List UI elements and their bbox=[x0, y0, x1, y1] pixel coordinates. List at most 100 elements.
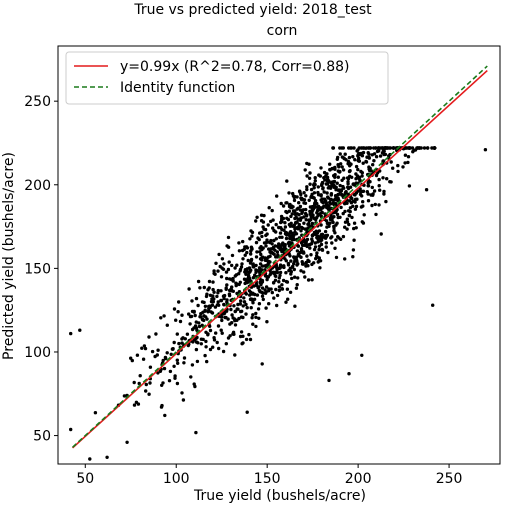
scatter-point bbox=[198, 286, 202, 290]
scatter-point bbox=[221, 267, 226, 271]
scatter-point bbox=[234, 281, 238, 285]
scatter-point bbox=[143, 346, 148, 351]
scatter-point bbox=[168, 369, 173, 374]
scatter-point bbox=[250, 230, 255, 235]
scatter-point bbox=[162, 314, 166, 318]
scatter-point bbox=[289, 221, 293, 225]
scatter-point bbox=[267, 302, 271, 306]
scatter-point bbox=[261, 246, 265, 250]
scatter-point bbox=[196, 303, 200, 308]
scatter-point bbox=[226, 267, 231, 272]
scatter-point bbox=[258, 257, 263, 261]
scatter-point bbox=[210, 297, 214, 301]
scatter-point bbox=[346, 209, 351, 213]
scatter-point bbox=[406, 160, 410, 165]
scatter-point bbox=[235, 263, 239, 267]
scatter-point bbox=[183, 337, 187, 341]
scatter-point bbox=[320, 238, 324, 242]
scatter-point bbox=[288, 254, 292, 258]
scatter-point bbox=[141, 357, 146, 361]
scatter-point bbox=[291, 191, 295, 196]
scatter-point bbox=[351, 248, 356, 252]
scatter-point bbox=[317, 229, 322, 233]
scatter-point bbox=[277, 225, 281, 230]
scatter-point bbox=[351, 182, 355, 186]
scatter-point bbox=[320, 232, 325, 236]
scatter-point bbox=[244, 337, 249, 342]
scatter-point bbox=[207, 304, 211, 309]
scatter-point bbox=[222, 303, 226, 307]
scatter-point bbox=[257, 316, 261, 320]
scatter-point bbox=[241, 334, 245, 338]
scatter-point bbox=[302, 238, 306, 242]
scatter-point bbox=[251, 322, 255, 326]
scatter-point bbox=[162, 366, 167, 371]
scatter-point bbox=[410, 146, 415, 150]
scatter-point bbox=[264, 264, 268, 268]
scatter-point bbox=[241, 341, 245, 345]
scatter-point bbox=[335, 181, 339, 185]
scatter-point bbox=[180, 313, 184, 317]
scatter-point bbox=[239, 299, 243, 303]
scatter-point bbox=[245, 410, 249, 414]
scatter-point bbox=[424, 188, 429, 192]
scatter-point bbox=[175, 381, 180, 386]
chart-title: True vs predicted yield: 2018_test bbox=[133, 2, 372, 18]
scatter-point bbox=[260, 294, 265, 298]
scatter-point bbox=[290, 265, 295, 269]
scatter-point bbox=[330, 216, 335, 220]
scatter-point bbox=[378, 188, 382, 192]
scatter-point bbox=[275, 303, 279, 308]
scatter-point bbox=[301, 197, 305, 202]
scatter-point bbox=[403, 161, 407, 165]
scatter-point bbox=[213, 272, 217, 276]
scatter-point bbox=[280, 227, 284, 232]
scatter-point bbox=[208, 328, 213, 333]
scatter-point bbox=[187, 287, 191, 291]
scatter-point bbox=[325, 172, 329, 176]
scatter-point bbox=[272, 238, 276, 243]
scatter-point bbox=[357, 156, 361, 160]
scatter-point bbox=[270, 208, 274, 213]
scatter-point bbox=[216, 291, 220, 295]
scatter-point bbox=[275, 250, 280, 254]
scatter-point bbox=[165, 323, 169, 327]
scatter-point bbox=[373, 202, 377, 207]
scatter-point bbox=[217, 346, 221, 351]
scatter-point bbox=[224, 270, 229, 274]
scatter-point bbox=[305, 174, 309, 178]
scatter-point bbox=[208, 347, 213, 352]
scatter-point bbox=[251, 313, 255, 317]
scatter-point bbox=[338, 152, 342, 156]
scatter-point bbox=[308, 182, 312, 186]
scatter-point bbox=[144, 389, 148, 393]
plot-area bbox=[69, 65, 488, 461]
scatter-point bbox=[380, 146, 385, 150]
scatter-point bbox=[271, 270, 275, 274]
scatter-point bbox=[345, 227, 349, 231]
scatter-point bbox=[332, 179, 337, 184]
scatter-point bbox=[185, 332, 190, 336]
scatter-point bbox=[285, 201, 289, 205]
scatter-point bbox=[377, 147, 381, 152]
scatter-point bbox=[247, 332, 251, 337]
scatter-point bbox=[391, 166, 395, 170]
scatter-point bbox=[248, 337, 253, 342]
scatter-point bbox=[130, 358, 134, 363]
scatter-point bbox=[336, 155, 340, 160]
scatter-point bbox=[292, 267, 296, 272]
scatter-point bbox=[88, 457, 92, 461]
scatter-point bbox=[255, 269, 259, 273]
scatter-point bbox=[242, 296, 246, 300]
scatter-point bbox=[304, 218, 308, 222]
scatter-point bbox=[194, 347, 199, 352]
scatter-point bbox=[227, 260, 231, 264]
scatter-point bbox=[153, 354, 157, 359]
scatter-point bbox=[347, 161, 351, 165]
scatter-point bbox=[286, 263, 291, 267]
scatter-point bbox=[271, 226, 275, 230]
scatter-point bbox=[207, 279, 212, 284]
scatter-point bbox=[302, 221, 306, 225]
scatter-point bbox=[237, 272, 241, 276]
